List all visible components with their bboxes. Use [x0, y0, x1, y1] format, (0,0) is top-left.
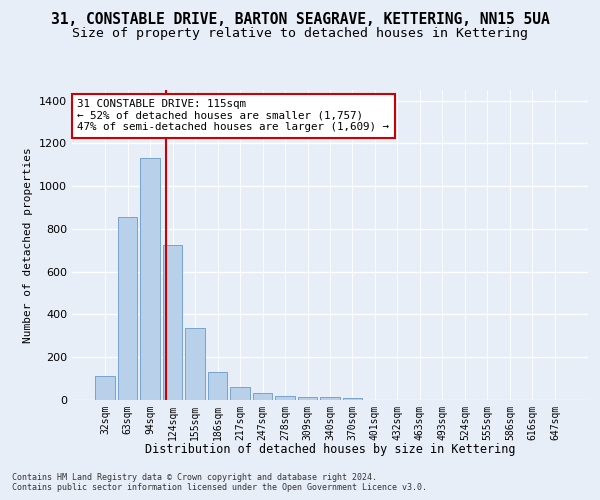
- Text: Contains public sector information licensed under the Open Government Licence v3: Contains public sector information licen…: [12, 484, 427, 492]
- Bar: [253, 392, 272, 400]
- Bar: [163, 245, 182, 400]
- Text: Distribution of detached houses by size in Kettering: Distribution of detached houses by size …: [145, 442, 515, 456]
- Y-axis label: Number of detached properties: Number of detached properties: [23, 147, 34, 343]
- Bar: [95, 376, 115, 400]
- Bar: [275, 396, 295, 400]
- Text: Contains HM Land Registry data © Crown copyright and database right 2024.: Contains HM Land Registry data © Crown c…: [12, 472, 377, 482]
- Bar: [320, 397, 340, 400]
- Bar: [118, 217, 137, 400]
- Bar: [140, 158, 160, 400]
- Bar: [230, 386, 250, 400]
- Bar: [208, 372, 227, 400]
- Text: Size of property relative to detached houses in Kettering: Size of property relative to detached ho…: [72, 28, 528, 40]
- Bar: [343, 398, 362, 400]
- Bar: [298, 397, 317, 400]
- Bar: [185, 328, 205, 400]
- Text: 31 CONSTABLE DRIVE: 115sqm
← 52% of detached houses are smaller (1,757)
47% of s: 31 CONSTABLE DRIVE: 115sqm ← 52% of deta…: [77, 100, 389, 132]
- Text: 31, CONSTABLE DRIVE, BARTON SEAGRAVE, KETTERING, NN15 5UA: 31, CONSTABLE DRIVE, BARTON SEAGRAVE, KE…: [50, 12, 550, 28]
